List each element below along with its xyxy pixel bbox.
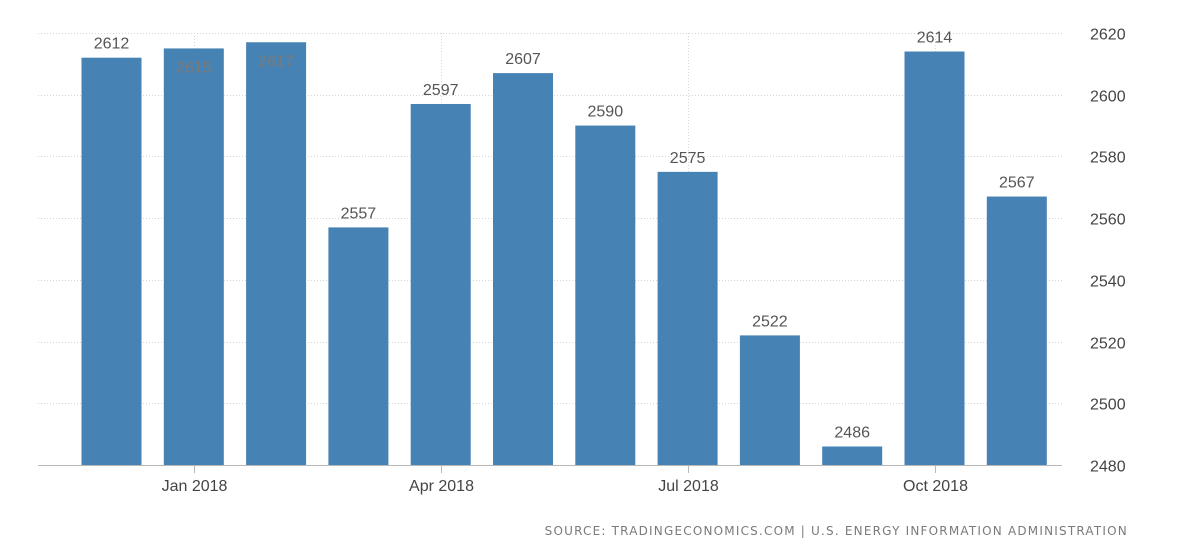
bar <box>657 171 718 465</box>
x-tick-label: Apr 2018 <box>409 478 474 495</box>
y-axis: 2480 2500 2520 2540 2560 2580 2600 2620 <box>1090 27 1126 476</box>
data-label: 2486 <box>834 424 870 441</box>
data-labels: 2612 2615 2617 2557 2597 2607 2590 2575 2522 2486… <box>94 30 1035 442</box>
x-tick-label: Jan 2018 <box>162 478 228 495</box>
y-tick-label: 2600 <box>1090 89 1126 106</box>
bar <box>410 103 471 465</box>
bar <box>163 48 224 466</box>
y-tick-label: 2620 <box>1090 27 1126 44</box>
source-note: SOURCE: TRADINGECONOMICS.COM | U.S. ENER… <box>544 524 1128 538</box>
x-tick-label: Oct 2018 <box>903 478 968 495</box>
data-label: 2567 <box>999 175 1035 192</box>
y-tick-label: 2540 <box>1090 274 1126 291</box>
data-label: 2557 <box>341 205 377 222</box>
bar <box>575 125 636 466</box>
data-label: 2522 <box>752 313 788 330</box>
data-label: 2575 <box>670 150 706 167</box>
y-tick-label: 2480 <box>1090 459 1126 476</box>
data-label: 2615 <box>176 59 212 76</box>
data-label: 2612 <box>94 36 130 53</box>
y-tick-label: 2580 <box>1090 150 1126 167</box>
bar <box>986 196 1047 466</box>
bar <box>81 57 142 465</box>
bar <box>328 227 389 465</box>
x-axis: Jan 2018 Apr 2018 Jul 2018 Oct 2018 <box>38 465 1062 495</box>
bar <box>904 51 965 466</box>
data-label: 2617 <box>258 53 294 70</box>
data-label: 2607 <box>505 51 541 68</box>
data-label: 2614 <box>917 30 953 47</box>
bar <box>822 446 883 465</box>
y-tick-label: 2500 <box>1090 397 1126 414</box>
y-tick-label: 2560 <box>1090 212 1126 229</box>
x-tick-label: Jul 2018 <box>658 478 719 495</box>
bars <box>81 42 1047 466</box>
bar <box>493 73 553 465</box>
data-label: 2590 <box>588 104 624 121</box>
y-tick-label: 2520 <box>1090 336 1126 353</box>
bar <box>246 42 307 465</box>
bar <box>739 335 800 465</box>
data-label: 2597 <box>423 82 459 99</box>
